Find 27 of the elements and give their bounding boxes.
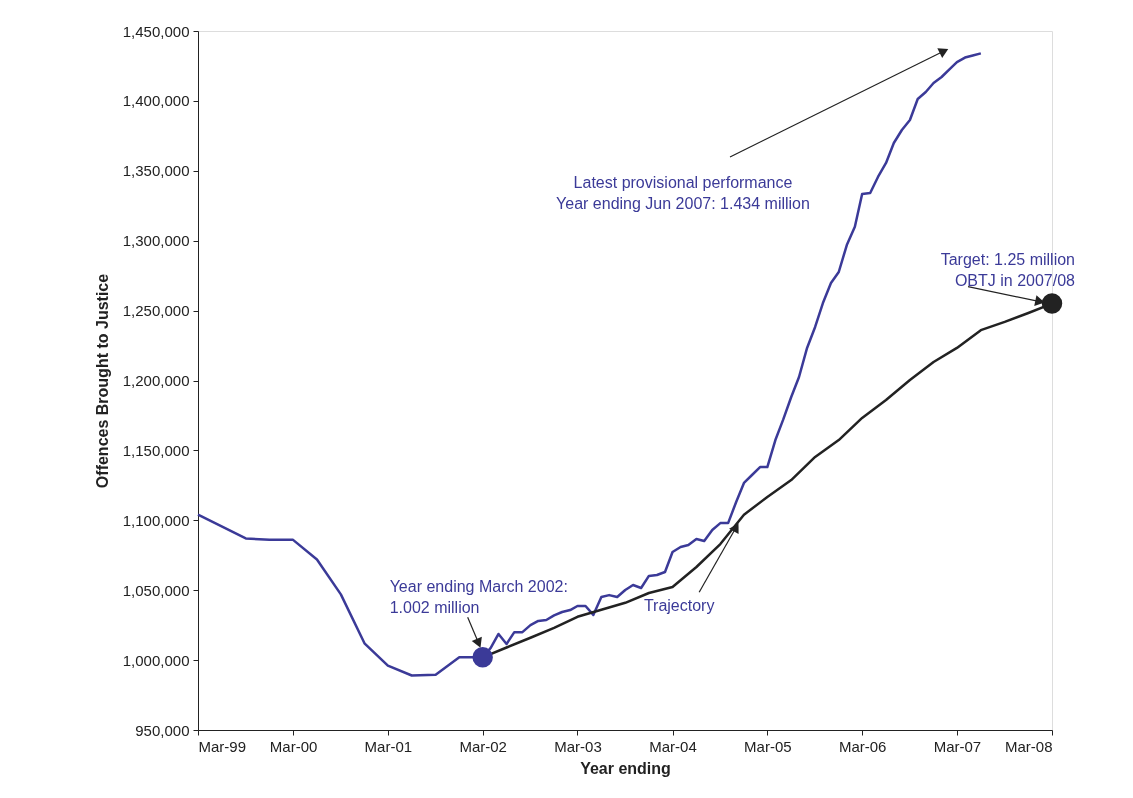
annotation: Latest provisional performance Year ending Jun 2007: 1.434 million — [556, 174, 810, 212]
y-tick-label: 1,300,000 — [122, 232, 190, 250]
y-tick-label: 1,400,000 — [122, 92, 190, 110]
annotation: Target: 1.25 million OBTJ in 2007/08 — [940, 250, 1076, 289]
y-tick-label: 950,000 — [135, 721, 190, 739]
y-tick-label: 1,450,000 — [122, 22, 190, 40]
x-tick-label: Mar-01 — [364, 737, 413, 755]
x-tick-label: Mar-04 — [649, 737, 697, 755]
x-tick-label: Mar-05 — [744, 737, 792, 755]
x-tick-label: Mar-03 — [554, 737, 602, 755]
x-tick-label: Mar-02 — [459, 737, 507, 755]
annotation: Year ending March 2002: 1.002 million — [389, 578, 568, 617]
x-tick-label: Mar-06 — [838, 737, 887, 755]
y-tick-label: 1,050,000 — [122, 581, 190, 599]
x-axis-title: Year ending — [580, 759, 671, 777]
y-tick-label: 1,150,000 — [122, 441, 190, 459]
y-tick-label: 1,350,000 — [122, 162, 190, 180]
y-tick-label: 1,200,000 — [122, 372, 190, 389]
annotation: Trajectory — [643, 597, 715, 615]
x-tick-label: Mar-99 — [198, 737, 247, 755]
x-tick-label: Mar-00 — [269, 737, 318, 755]
y-tick-label: 1,000,000 — [122, 651, 190, 669]
y-tick-label: 1,250,000 — [122, 302, 190, 320]
x-tick-label: Mar-08 — [1004, 737, 1053, 755]
y-tick-label: 1,100,000 — [122, 511, 190, 529]
y-axis-title: Offences Brought to Justice — [93, 273, 111, 489]
x-tick-label: Mar-07 — [933, 737, 982, 755]
